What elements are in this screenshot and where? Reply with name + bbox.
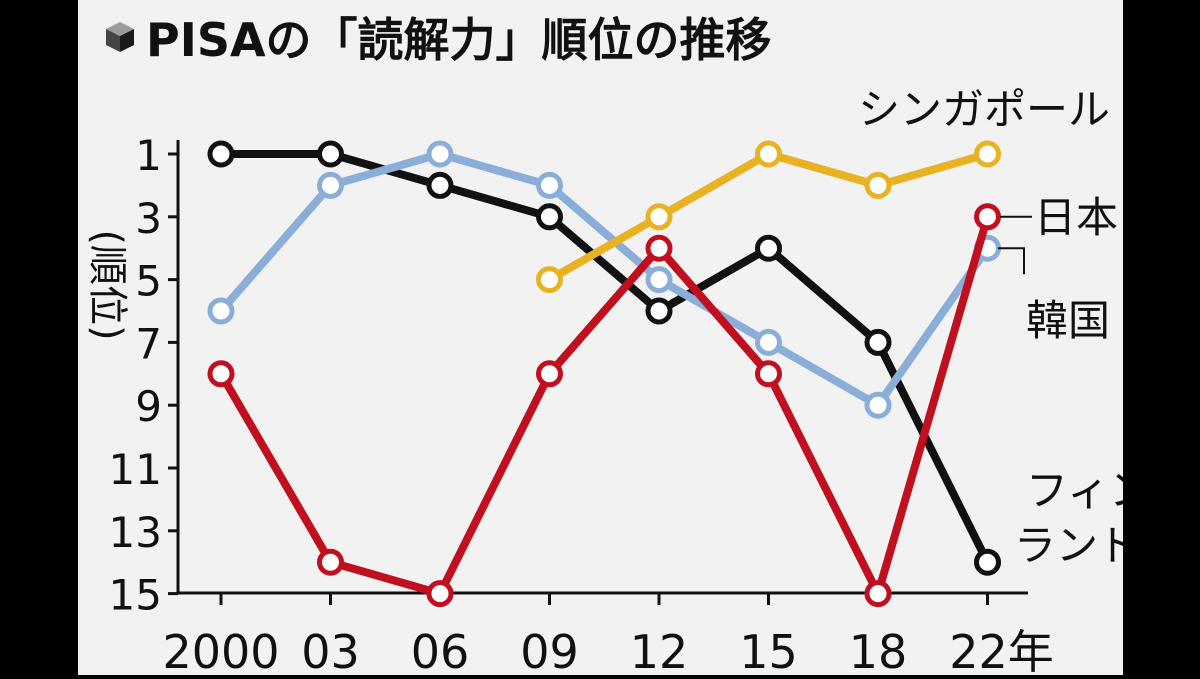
data-point: [207, 140, 235, 168]
x-tick-label: 09: [520, 625, 579, 675]
cube-icon-left: [106, 29, 120, 52]
data-point: [426, 140, 454, 168]
data-point: [755, 328, 782, 356]
series-label-korea: 韓国: [1026, 296, 1110, 345]
data-point: [974, 548, 1001, 576]
x-tick-label: 2000: [162, 625, 279, 675]
data-point: [864, 171, 892, 199]
y-tick-label: 7: [135, 319, 162, 368]
series-labels: シンガポール日本韓国フィンランド: [858, 85, 1151, 570]
data-point: [317, 171, 344, 199]
x-tick-label: 18: [849, 625, 908, 675]
series-singapore: [536, 140, 1001, 294]
data-point: [645, 203, 673, 231]
data-point: [317, 548, 344, 576]
data-point: [645, 297, 673, 325]
data-point: [536, 360, 563, 388]
x-tick-label: 15: [739, 625, 798, 675]
data-point: [317, 140, 344, 168]
data-point: [536, 203, 563, 231]
series-layer: [207, 140, 1001, 608]
data-point: [974, 203, 1001, 231]
y-tick-label: 11: [109, 445, 162, 494]
series-finland: [207, 140, 1001, 576]
series-label-finland: ランド: [1014, 521, 1123, 570]
y-tick-label: 3: [135, 194, 162, 243]
cube-icon-right: [120, 29, 134, 52]
data-point: [755, 140, 782, 168]
series-japan: [207, 203, 1001, 608]
series-label-finland: フィン: [1026, 466, 1123, 515]
y-tick-label: 1: [135, 131, 162, 180]
data-point: [755, 234, 782, 262]
cube-icon: [106, 22, 134, 52]
leader-line-korea: [998, 247, 1025, 275]
data-point: [645, 234, 673, 262]
data-point: [974, 140, 1001, 168]
x-tick-label: 06: [411, 625, 470, 675]
data-point: [755, 360, 782, 388]
chart-card: PISAの「読解力」順位の推移 (順位) 1 3 5 7 9 11 13 15 2000 03 06…: [78, 0, 1151, 679]
data-point: [207, 297, 235, 325]
x-tick-label: 12: [630, 625, 689, 675]
data-point: [864, 328, 892, 356]
data-point: [207, 360, 235, 388]
data-point: [645, 266, 673, 294]
y-tick-label: 13: [109, 508, 162, 557]
y-tick-label: 15: [109, 571, 162, 620]
chart-title: PISAの「読解力」順位の推移: [146, 13, 772, 67]
data-point: [536, 266, 563, 294]
y-tick-label: 5: [135, 257, 162, 306]
series-label-singapore: シンガポール: [858, 85, 1110, 134]
x-tick-label: 03: [301, 625, 360, 675]
x-tick-label: 22年: [949, 625, 1054, 675]
data-point: [426, 171, 454, 199]
data-point: [536, 171, 563, 199]
y-axis-label: (順位): [84, 229, 130, 340]
data-point: [864, 391, 892, 419]
series-line: [217, 150, 991, 410]
series-line: [221, 150, 992, 564]
data-point: [426, 580, 454, 608]
data-point: [864, 580, 892, 608]
y-tick-label: 9: [135, 382, 162, 431]
series-label-japan: 日本: [1034, 193, 1118, 242]
series-line: [217, 215, 992, 598]
